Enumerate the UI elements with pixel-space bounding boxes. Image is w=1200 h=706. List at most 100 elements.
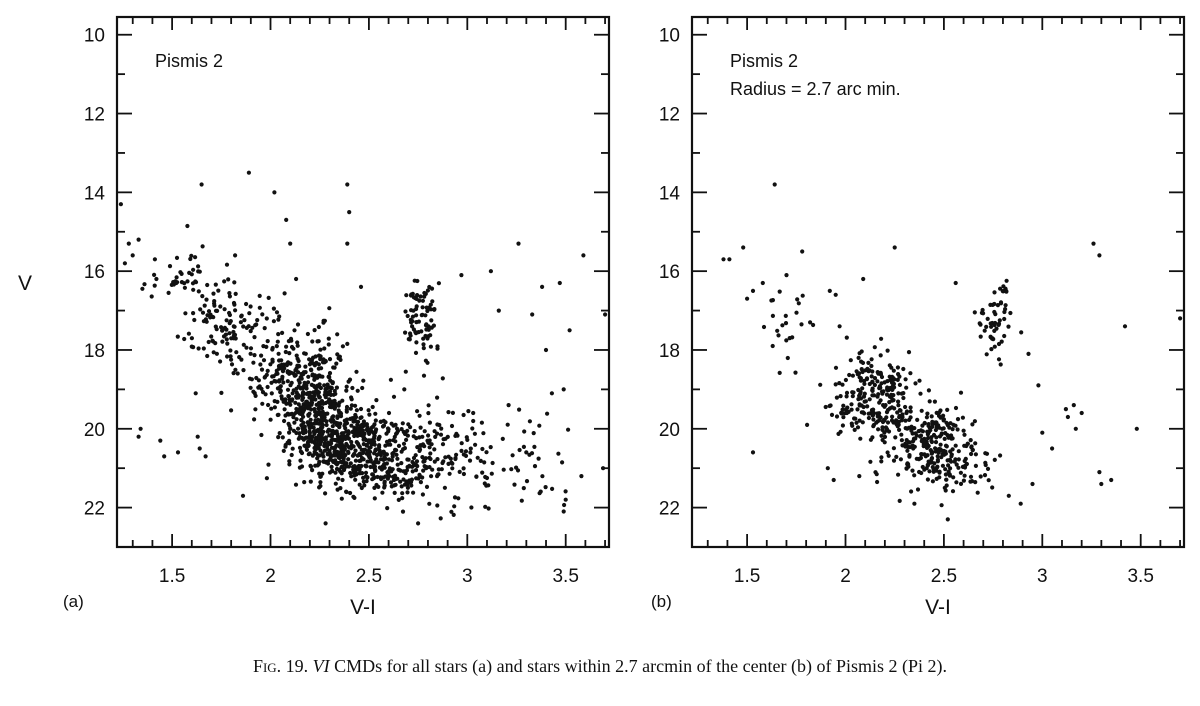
data-point xyxy=(908,405,913,410)
data-point xyxy=(213,282,218,287)
data-point xyxy=(298,449,303,454)
data-point xyxy=(389,458,395,463)
data-point xyxy=(550,486,555,491)
data-point xyxy=(973,480,978,485)
data-point xyxy=(769,298,774,303)
data-point xyxy=(353,477,358,482)
data-point xyxy=(426,327,431,332)
data-point xyxy=(521,486,526,491)
data-point xyxy=(322,346,327,351)
data-point xyxy=(427,284,432,290)
data-point xyxy=(934,468,939,473)
data-point xyxy=(466,409,471,414)
x-tick-label: 2.5 xyxy=(356,566,382,587)
data-point xyxy=(950,447,955,452)
data-point xyxy=(346,457,351,462)
data-point xyxy=(962,443,967,448)
data-point xyxy=(285,379,290,384)
data-point xyxy=(407,464,412,469)
data-point xyxy=(333,470,338,475)
data-point xyxy=(505,422,510,427)
data-point xyxy=(340,344,345,349)
data-point xyxy=(922,420,927,426)
data-point xyxy=(426,411,431,416)
data-point xyxy=(338,439,343,444)
data-point xyxy=(224,337,229,342)
data-point xyxy=(772,182,777,187)
data-point xyxy=(998,362,1003,367)
data-point xyxy=(909,428,914,433)
data-point xyxy=(970,422,975,427)
data-point xyxy=(351,419,356,424)
data-point xyxy=(436,281,441,286)
data-point xyxy=(197,269,202,274)
data-point xyxy=(870,380,875,385)
data-point xyxy=(353,403,358,408)
data-point xyxy=(1030,481,1035,487)
data-point xyxy=(296,384,301,389)
data-point xyxy=(420,298,425,303)
data-point xyxy=(841,403,846,408)
data-point xyxy=(191,287,196,292)
data-point xyxy=(308,479,313,484)
data-point xyxy=(299,464,305,469)
data-point xyxy=(435,503,440,508)
data-point xyxy=(231,329,236,335)
data-point xyxy=(408,425,413,430)
data-point xyxy=(446,461,451,466)
data-point xyxy=(335,460,340,466)
data-point xyxy=(461,412,466,418)
data-point xyxy=(372,451,377,456)
data-point xyxy=(475,455,480,460)
data-point xyxy=(322,358,327,363)
y-tick-label: 20 xyxy=(659,420,680,441)
data-point xyxy=(997,318,1002,323)
data-point xyxy=(950,427,955,432)
data-point xyxy=(334,361,339,366)
data-point xyxy=(312,421,317,426)
data-point xyxy=(272,405,277,410)
data-point xyxy=(927,399,932,404)
data-point xyxy=(883,403,888,408)
data-point xyxy=(537,423,542,428)
data-point xyxy=(233,367,238,372)
data-point xyxy=(260,312,265,317)
data-point xyxy=(1018,501,1023,506)
data-point xyxy=(856,397,861,402)
data-point xyxy=(929,438,934,443)
data-point xyxy=(355,441,360,446)
data-point xyxy=(257,305,262,310)
data-point xyxy=(977,321,982,326)
data-point xyxy=(940,463,946,468)
data-point xyxy=(972,310,977,315)
data-point xyxy=(336,476,341,481)
data-point xyxy=(388,377,393,382)
data-point xyxy=(915,487,921,492)
data-point xyxy=(248,385,253,390)
data-point xyxy=(443,436,448,441)
data-point xyxy=(435,344,440,349)
data-point xyxy=(296,358,301,364)
data-point xyxy=(381,449,386,455)
data-point xyxy=(441,459,446,464)
data-point xyxy=(209,334,214,339)
data-point xyxy=(367,453,372,458)
data-point xyxy=(937,434,943,439)
data-point xyxy=(357,467,362,472)
data-point xyxy=(254,322,259,327)
data-point xyxy=(984,352,989,357)
y-tick-label: 10 xyxy=(84,26,105,47)
data-point xyxy=(949,459,954,464)
data-point xyxy=(337,424,342,429)
y-tick-label: 12 xyxy=(84,105,105,126)
data-point xyxy=(367,445,372,450)
data-point xyxy=(486,506,491,511)
data-point xyxy=(913,431,918,436)
data-point xyxy=(879,459,884,464)
data-point xyxy=(928,448,933,453)
data-point xyxy=(1002,316,1007,322)
x-tick-label: 2 xyxy=(265,566,276,587)
data-point xyxy=(556,451,561,456)
data-point xyxy=(415,293,420,298)
data-point xyxy=(510,453,515,458)
